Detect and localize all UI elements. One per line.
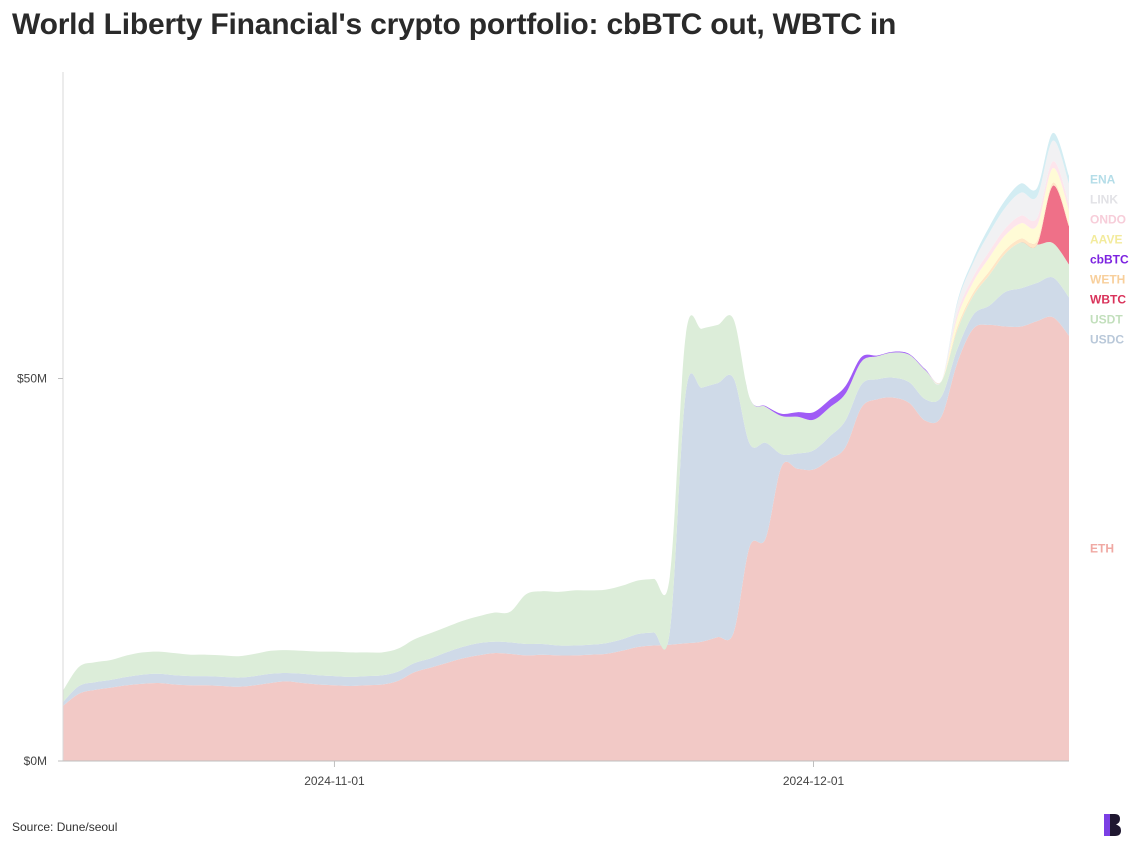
publisher-logo-icon	[1104, 814, 1121, 836]
y-tick-label: $50M	[17, 372, 47, 386]
legend-label-usdc: USDC	[1090, 333, 1124, 347]
y-tick-label: $0M	[24, 754, 47, 768]
legend-label-link: LINK	[1090, 193, 1118, 207]
area-eth	[63, 316, 1069, 761]
area-usdt	[63, 241, 1069, 703]
x-tick-label: 2024-11-01	[304, 774, 365, 788]
legend: ETH USDC USDT WBTC WETH cbBTC AAVE ONDO LINK ENA	[1090, 173, 1129, 556]
legend-label-ondo: ONDO	[1090, 213, 1126, 227]
legend-label-cbbtc: cbBTC	[1090, 253, 1129, 267]
legend-label-ena: ENA	[1090, 173, 1116, 187]
legend-label-eth: ETH	[1090, 541, 1114, 555]
legend-label-wbtc: WBTC	[1090, 293, 1126, 307]
legend-label-weth: WETH	[1090, 273, 1125, 287]
x-tick-label: 2024-12-01	[783, 774, 845, 788]
series-areas	[63, 132, 1069, 761]
legend-label-usdt: USDT	[1090, 313, 1123, 327]
axes: $0M $50M 2024-11-01 2024-12-01	[17, 72, 1069, 788]
source-note: Source: Dune/seoul	[12, 820, 118, 834]
chart-title: World Liberty Financial's crypto portfol…	[12, 8, 897, 41]
legend-label-aave: AAVE	[1090, 233, 1122, 247]
